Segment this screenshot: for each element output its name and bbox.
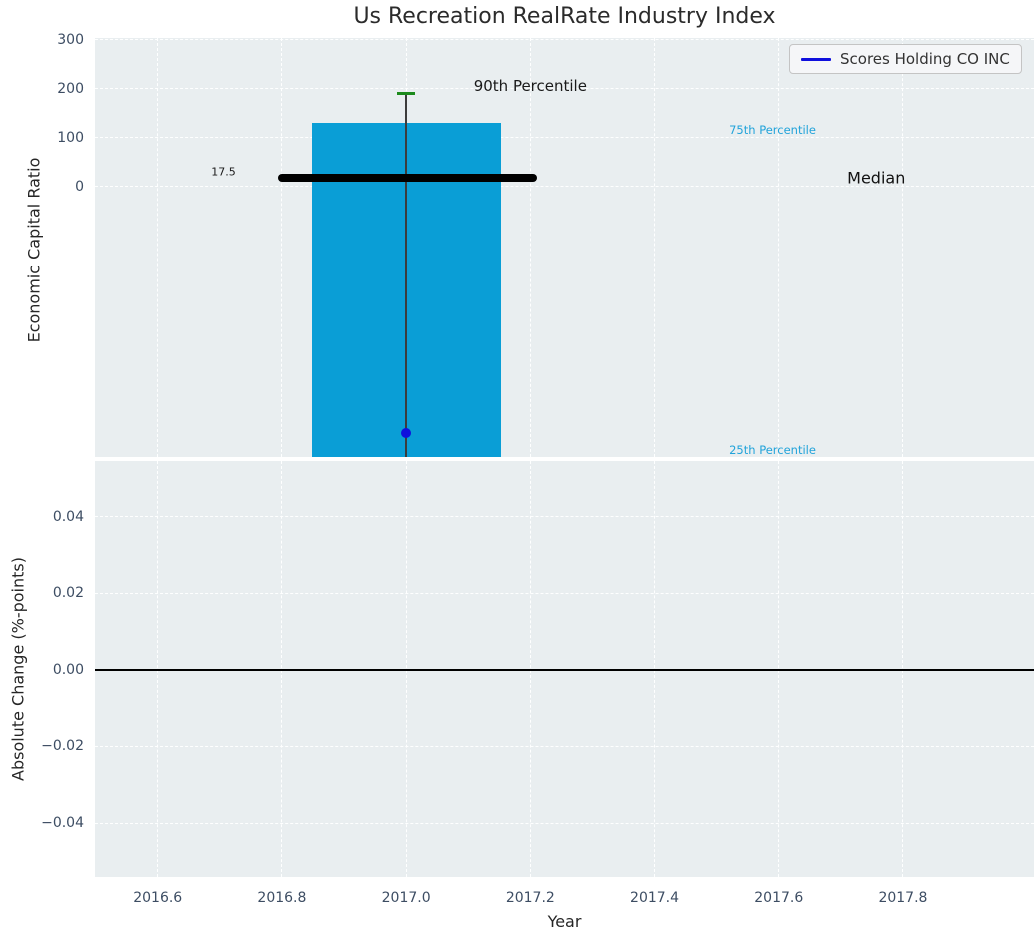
xtick-label: 2017.0: [381, 890, 431, 906]
gridline-vertical: [654, 38, 656, 457]
gridline-horizontal: [95, 137, 1034, 139]
gridline-vertical: [157, 38, 159, 457]
gridline-vertical: [902, 38, 904, 457]
ytick-label: 200: [57, 80, 84, 97]
axes-economic-capital-ratio: 90th Percentile 75th Percentile Median 17.5…: [95, 38, 1034, 457]
gridline-horizontal: [95, 745, 1034, 747]
xtick-label: 2016.8: [257, 890, 307, 906]
gridline-horizontal: [95, 592, 1034, 594]
legend: Scores Holding CO INC: [789, 44, 1022, 74]
gridline-vertical: [654, 461, 656, 877]
gridline-horizontal: [95, 822, 1034, 824]
ytick-label: −0.04: [41, 815, 84, 832]
xtick-label: 2017.6: [754, 890, 804, 906]
gridline-horizontal: [95, 186, 1034, 188]
annotation-75th-percentile: 75th Percentile: [729, 123, 816, 138]
gridline-vertical: [281, 461, 283, 877]
legend-label: Scores Holding CO INC: [840, 50, 1010, 68]
legend-line-sample: [801, 57, 831, 61]
ytick-label: 0.02: [52, 585, 84, 602]
zero-line: [95, 669, 1034, 671]
annotation-25th-percentile: 25th Percentile: [729, 443, 816, 457]
chart-title: Us Recreation RealRate Industry Index: [353, 4, 776, 29]
annotation-median: Median: [847, 168, 906, 188]
xtick-label: 2017.8: [878, 890, 928, 906]
ytick-label: 0.00: [52, 661, 84, 678]
gridline-vertical: [778, 38, 780, 457]
gridline-horizontal: [95, 88, 1034, 90]
gridline-vertical: [902, 461, 904, 877]
axes-absolute-change: [95, 461, 1034, 877]
annotation-90th-percentile: 90th Percentile: [473, 77, 587, 96]
p90-whisker-cap: [397, 92, 416, 96]
whisker-line: [405, 93, 407, 457]
gridline-vertical: [157, 461, 159, 877]
company-marker: [401, 428, 412, 439]
gridline-horizontal: [95, 39, 1034, 41]
gridline-vertical: [529, 38, 531, 457]
gridline-vertical: [281, 38, 283, 457]
xtick-label: 2017.4: [630, 890, 680, 906]
ytick-label: −0.02: [41, 738, 84, 755]
ytick-label: 0.04: [52, 508, 84, 525]
gridline-vertical: [529, 461, 531, 877]
median-line: [277, 174, 537, 183]
xtick-label: 2016.6: [133, 890, 183, 906]
ytick-label: 0: [75, 178, 84, 195]
x-axis-label-year: Year: [547, 912, 582, 931]
annotation-median-value: 17.5: [211, 165, 236, 179]
gridline-vertical: [405, 461, 407, 877]
ytick-label: 300: [57, 31, 84, 48]
gridline-horizontal: [95, 516, 1034, 518]
gridline-vertical: [778, 461, 780, 877]
xtick-label: 2017.2: [505, 890, 555, 906]
ytick-label: 100: [57, 129, 84, 146]
y-axis-label-absolute-change: Absolute Change (%-points): [8, 557, 28, 781]
